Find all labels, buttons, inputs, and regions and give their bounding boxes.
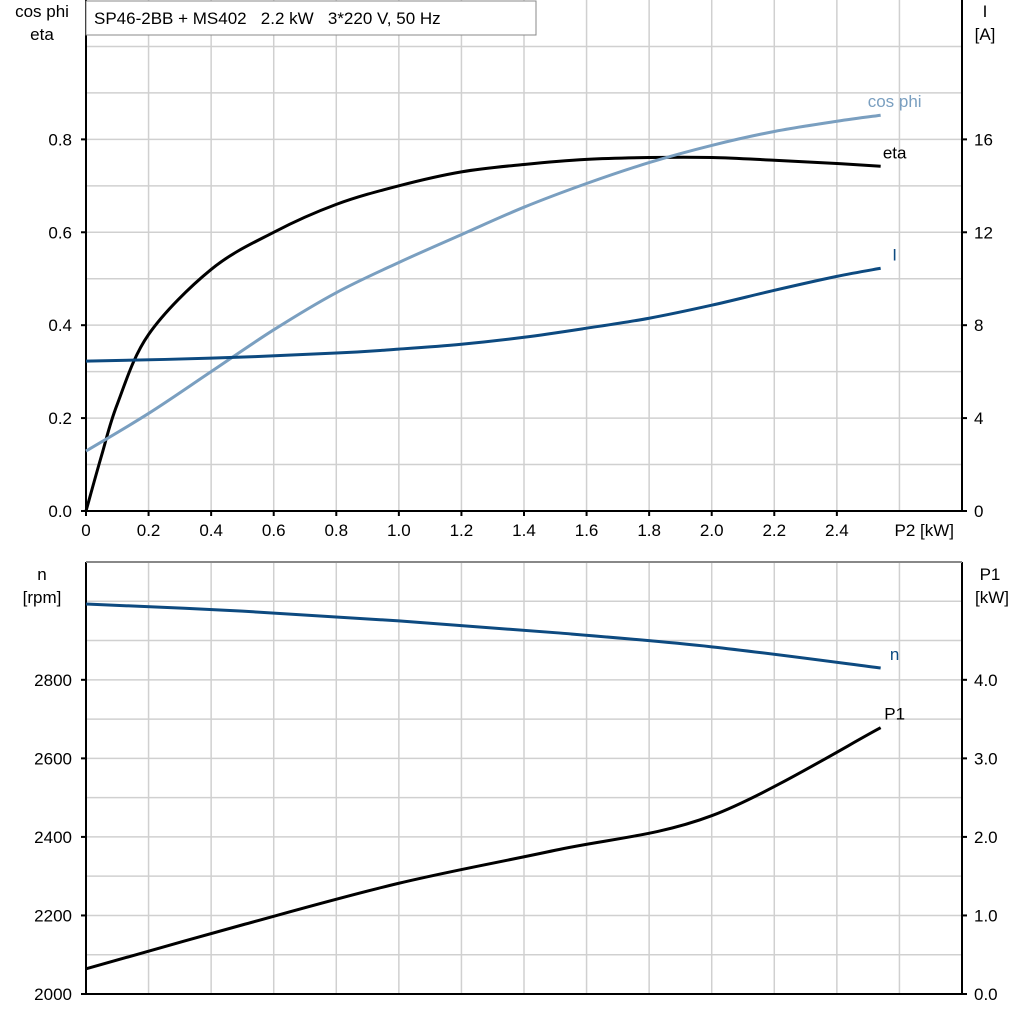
y-left-tick-label: 2200 bbox=[34, 906, 72, 925]
y-right-tick-label: 16 bbox=[974, 130, 993, 149]
series-label-I: I bbox=[892, 245, 897, 264]
x-tick-label: 1.0 bbox=[387, 521, 411, 540]
y-right-tick-label: 0.0 bbox=[974, 985, 998, 1004]
x-tick-label: 0.8 bbox=[324, 521, 348, 540]
y-left-tick-label: 2600 bbox=[34, 749, 72, 768]
y-left-axis-label: eta bbox=[30, 25, 54, 44]
y-left-tick-label: 2400 bbox=[34, 828, 72, 847]
y-right-tick-label: 4.0 bbox=[974, 671, 998, 690]
y-right-axis-label: [kW] bbox=[975, 588, 1009, 607]
x-tick-label: 2.4 bbox=[825, 521, 849, 540]
series-line-n bbox=[85, 602, 881, 670]
x-tick-label: 0.6 bbox=[262, 521, 286, 540]
y-right-tick-label: 12 bbox=[974, 223, 993, 242]
x-tick-label: 1.2 bbox=[450, 521, 474, 540]
x-tick-label: 2.2 bbox=[762, 521, 786, 540]
series-line-eta bbox=[84, 155, 881, 512]
x-tick-label: 1.8 bbox=[637, 521, 661, 540]
title-box: SP46-2BB + MS402 2.2 kW 3*220 V, 50 Hz bbox=[85, 0, 537, 36]
series-line-cos-phi bbox=[85, 113, 881, 453]
y-left-tick-label: 0.4 bbox=[48, 316, 72, 335]
series-label-P1: P1 bbox=[884, 705, 905, 724]
y-right-tick-label: 4 bbox=[974, 409, 983, 428]
y-left-tick-label: 2000 bbox=[34, 985, 72, 1004]
y-right-tick-label: 3.0 bbox=[974, 749, 998, 768]
y-left-tick-label: 0.0 bbox=[48, 502, 72, 521]
y-left-axis-label: n bbox=[37, 565, 46, 584]
y-right-tick-label: 0 bbox=[974, 502, 983, 521]
y-left-axis-label: [rpm] bbox=[23, 588, 62, 607]
y-right-axis-label: P1 bbox=[980, 565, 1001, 584]
x-tick-label: 1.6 bbox=[575, 521, 599, 540]
series-line-P1 bbox=[85, 726, 882, 971]
x-tick-label: 0 bbox=[81, 521, 90, 540]
x-tick-label: 2.0 bbox=[700, 521, 724, 540]
top-chart: 0.0 0.2 0.4 0.6 0.8 0 4 8 12 16 0 0.2 0.4 0.6 0.8 1.0 1.… bbox=[15, 0, 995, 540]
y-right-tick-label: 1.0 bbox=[974, 906, 998, 925]
series-line-I bbox=[85, 266, 881, 363]
series-label-cos-phi: cos phi bbox=[868, 92, 922, 111]
x-tick-label: 1.4 bbox=[512, 521, 536, 540]
y-left-axis-label: cos phi bbox=[15, 2, 69, 21]
y-right-axis-label: [A] bbox=[975, 25, 996, 44]
y-left-tick-label: 0.2 bbox=[48, 409, 72, 428]
chart-title: SP46-2BB + MS402 2.2 kW 3*220 V, 50 Hz bbox=[94, 9, 441, 28]
y-right-axis-label: I bbox=[983, 2, 988, 21]
x-tick-label: 0.4 bbox=[199, 521, 223, 540]
series-label-eta: eta bbox=[883, 143, 907, 162]
bottom-chart: 2000 2200 2400 2600 2800 0.0 1.0 2.0 3.0 4.0 n [rpm… bbox=[23, 561, 1009, 1004]
y-right-tick-label: 2.0 bbox=[974, 828, 998, 847]
y-left-tick-label: 0.8 bbox=[48, 130, 72, 149]
y-right-tick-label: 8 bbox=[974, 316, 983, 335]
y-left-tick-label: 2800 bbox=[34, 671, 72, 690]
y-left-tick-label: 0.6 bbox=[48, 223, 72, 242]
x-tick-label: 0.2 bbox=[137, 521, 161, 540]
x-axis-label: P2 [kW] bbox=[894, 521, 954, 540]
series-label-n: n bbox=[890, 645, 899, 664]
